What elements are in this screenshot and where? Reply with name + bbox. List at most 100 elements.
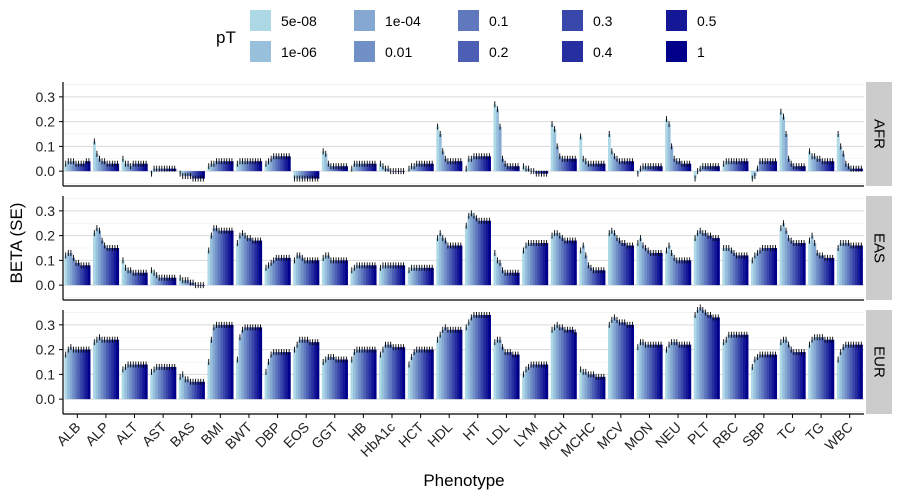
bar-EAS-ALP-9: [116, 248, 120, 286]
bar-EAS-DBP-9: [287, 257, 291, 286]
bar-AFR-BAS-5: [191, 171, 195, 179]
bar-AFR-SBP-5: [763, 161, 767, 172]
bar-EUR-BMI-6: [222, 324, 226, 400]
bar-EUR-GGT-8: [342, 359, 346, 400]
bar-EUR-LYM-8: [542, 364, 546, 400]
bar-EUR-DBP-7: [282, 352, 286, 400]
bar-AFR-BMI-8: [228, 161, 231, 172]
bar-EAS-BWT-1: [238, 235, 242, 286]
y-tick-label: 0.2: [36, 228, 56, 244]
bar-EAS-RBC-0: [722, 248, 726, 286]
bar-EUR-MCHC-7: [597, 376, 601, 400]
bar-EAS-HDL-2: [441, 238, 445, 286]
bar-EUR-NEU-4: [675, 342, 679, 400]
x-tick-label: ALP: [82, 419, 112, 449]
bar-EUR-TG-5: [821, 337, 824, 400]
x-tick-label: BWT: [222, 418, 256, 452]
bar-EAS-LYM-3: [529, 243, 533, 286]
bar-EUR-LDL-4: [503, 352, 507, 400]
bar-EUR-DBP-6: [280, 352, 284, 400]
bar-AFR-MCH-8: [571, 158, 575, 172]
bar-EAS-ALT-0: [121, 260, 125, 286]
bar-EAS-BWT-9: [259, 240, 263, 286]
bar-AFR-BMI-5: [220, 161, 224, 172]
bar-EAS-NEU-9: [688, 260, 692, 286]
bar-EUR-WBC-8: [857, 344, 861, 400]
bar-AFR-ALP-6: [108, 163, 112, 172]
bar-EAS-ALT-7: [139, 272, 143, 286]
bar-AFR-TG-3: [815, 158, 819, 172]
bar-AFR-NEU-7: [683, 163, 687, 172]
bar-EAS-HbA1c-7: [397, 265, 401, 286]
bar-EAS-GGT-6: [337, 260, 341, 286]
bar-EUR-HbA1c-8: [399, 347, 403, 400]
bar-AFR-ALB-9: [87, 161, 91, 172]
bar-EUR-PLT-7: [711, 317, 715, 400]
bar-EAS-AST-5: [163, 277, 166, 286]
bar-EAS-DBP-3: [272, 260, 276, 286]
bar-EUR-BMI-5: [220, 324, 224, 400]
bar-EAS-EOS-3: [301, 257, 304, 286]
bar-EAS-ALP-8: [113, 248, 117, 286]
bar-EAS-BMI-1: [210, 235, 213, 286]
bar-EUR-EOS-1: [295, 344, 299, 400]
bar-EUR-HB-0: [350, 359, 354, 400]
bar-EAS-HbA1c-9: [402, 265, 406, 286]
bar-EUR-HbA1c-3: [386, 344, 390, 400]
bar-AFR-NEU-6: [680, 163, 684, 172]
bar-EUR-NEU-2: [670, 342, 674, 400]
bar-AFR-ALP-7: [111, 163, 114, 172]
bar-EUR-HbA1c-4: [389, 344, 393, 400]
bar-AFR-MCHC-7: [597, 163, 601, 172]
bar-EUR-HDL-9: [459, 329, 463, 400]
bar-AFR-LDL-3: [501, 158, 505, 172]
bar-EUR-ALP-5: [105, 339, 109, 400]
bar-EUR-WBC-0: [836, 359, 840, 400]
bar-EUR-HB-7: [368, 349, 372, 400]
bar-AFR-RBC-1: [724, 161, 728, 172]
bar-EUR-LDL-2: [498, 339, 502, 400]
bar-AFR-BMI-1: [210, 163, 213, 172]
legend-key-3: [354, 41, 375, 62]
bar-EUR-LYM-6: [537, 364, 541, 400]
bar-AFR-MCHC-3: [587, 163, 590, 172]
bar-AFR-HB-6: [365, 163, 369, 172]
bar-EUR-TG-1: [810, 339, 814, 400]
bar-AFR-WBC-3: [844, 163, 848, 172]
bar-EAS-LDL-6: [508, 272, 512, 286]
bar-EUR-BAS-5: [191, 381, 195, 400]
bar-EAS-TG-1: [810, 235, 814, 286]
bar-AFR-MCV-5: [620, 161, 624, 172]
bar-AFR-ALP-3: [100, 161, 104, 172]
bar-EAS-MCHC-3: [587, 265, 590, 286]
bar-EUR-HB-6: [365, 349, 369, 400]
bar-AFR-MCV-8: [628, 161, 632, 172]
bar-AFR-TG-9: [831, 161, 835, 172]
bar-AFR-HCT-4: [418, 163, 421, 172]
bar-AFR-MCV-7: [625, 161, 629, 172]
panel-strip: [866, 310, 892, 414]
bar-EUR-BMI-8: [228, 324, 231, 400]
bar-AFR-HB-5: [363, 163, 367, 172]
bar-EUR-ALB-8: [85, 349, 88, 400]
bar-EAS-MCV-4: [618, 240, 622, 286]
bar-EAS-ALB-4: [74, 262, 78, 286]
bar-EUR-LYM-4: [532, 364, 536, 400]
bar-AFR-EOS-6: [308, 171, 312, 179]
bar-EAS-HbA1c-4: [389, 265, 393, 286]
bar-EAS-DBP-2: [269, 262, 273, 286]
bar-EAS-BMI-9: [230, 230, 234, 286]
x-tick-label: LYM: [510, 419, 541, 450]
bar-EAS-TC-2: [784, 230, 788, 286]
bar-AFR-ALB-0: [64, 163, 68, 172]
bar-EUR-RBC-4: [732, 334, 736, 400]
bar-EUR-BMI-9: [230, 324, 234, 400]
bar-EUR-BMI-1: [210, 339, 213, 400]
bar-EUR-HT-8: [485, 314, 489, 400]
bar-AFR-LDL-2: [498, 126, 502, 172]
bar-EUR-AST-0: [150, 371, 154, 400]
bar-AFR-HCT-6: [423, 163, 427, 172]
bar-EAS-AST-7: [168, 277, 172, 286]
bar-AFR-ALP-4: [103, 161, 107, 172]
bar-AFR-MCH-7: [568, 158, 572, 172]
